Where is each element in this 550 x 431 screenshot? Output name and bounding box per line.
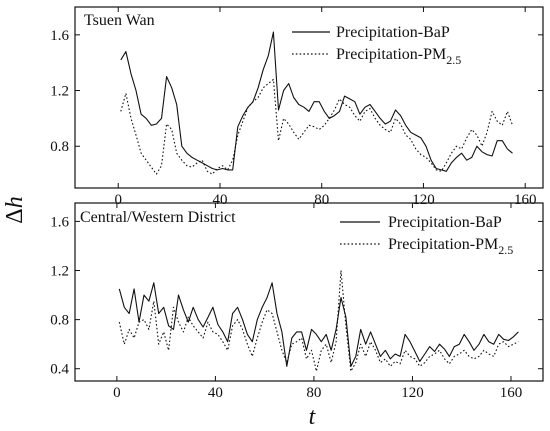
panel-central-western-district: 0 40 80 120 160 0.4 0.8 1.2 1.6 Central/Western D… xyxy=(50,202,544,401)
x-tick-label-bottom: 80 xyxy=(306,385,321,401)
x-tick-label-top: 40 xyxy=(212,192,227,208)
y-tick-label-bottom: 0.8 xyxy=(50,313,69,329)
series-line-bap-top xyxy=(120,31,513,172)
y-tick-label-bottom: 1.2 xyxy=(50,264,69,280)
legend-label-pm25-top: Precipitation-PM2.5 xyxy=(336,46,461,67)
x-tick-label-top: 0 xyxy=(114,192,122,208)
panel-title-top: Tsuen Wan xyxy=(84,12,155,29)
y-tick-label-top: 1.6 xyxy=(50,28,69,44)
y-tick-label-top: 1.2 xyxy=(50,84,69,100)
x-tick-label-top: 120 xyxy=(412,192,435,208)
series-line-pm25-bottom xyxy=(118,269,519,372)
plot-frame-bottom xyxy=(74,202,544,382)
y-tick-label-top: 0.8 xyxy=(50,139,69,155)
series-line-bap-bottom xyxy=(118,282,519,367)
y-axis-title-h: h xyxy=(2,196,28,208)
legend-label-bap-top: Precipitation-BaP xyxy=(336,24,450,41)
x-tick-label-bottom: 120 xyxy=(401,385,424,401)
x-tick-label-top: 160 xyxy=(514,192,537,208)
y-tick-label-bottom: 0.4 xyxy=(50,362,69,378)
legend-label-pm25-bottom: Precipitation-PM2.5 xyxy=(388,236,513,257)
x-axis-title: t xyxy=(309,404,317,430)
x-tick-label-top: 80 xyxy=(314,192,329,208)
legend-label-bap-bottom: Precipitation-BaP xyxy=(388,214,502,231)
x-tick-label-bottom: 40 xyxy=(208,385,223,401)
y-axis-title-delta: Δ xyxy=(2,208,28,223)
y-tick-label-bottom: 1.6 xyxy=(50,214,69,230)
x-tick-label-bottom: 0 xyxy=(113,385,121,401)
y-axis-title: Δh xyxy=(2,196,28,223)
series-line-pm25-top xyxy=(120,78,514,175)
panel-tsuen-wan: 0 40 80 120 160 0.8 1.2 1.6 Tsuen Wan Precipitati… xyxy=(50,6,544,208)
x-tick-label-bottom: 160 xyxy=(500,385,523,401)
panel-title-bottom: Central/Western District xyxy=(80,209,236,226)
plot-frame-top xyxy=(74,6,544,189)
